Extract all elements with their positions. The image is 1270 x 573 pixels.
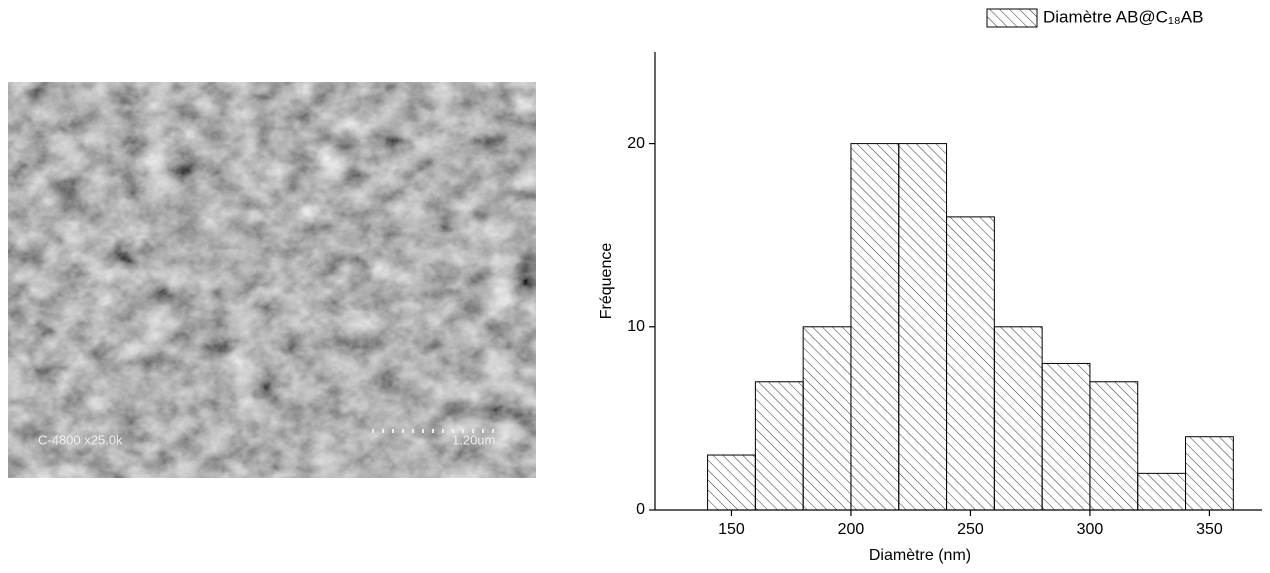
y-axis-title: Fréquence [598,243,615,320]
legend-swatch [986,8,1038,28]
bar [898,143,948,511]
bar [850,143,900,511]
bar [1041,362,1091,511]
bar [1089,381,1139,511]
sem-image: C-4800 x25.0k 1.20um [8,82,536,478]
x-tick-label: 350 [1196,521,1223,538]
scale-bar-label: 1.20um [452,432,495,447]
x-tick-label: 150 [718,521,745,538]
y-tick-label: 20 [627,135,645,152]
x-tick-label: 200 [838,521,865,538]
x-tick-label: 300 [1077,521,1104,538]
bar [1137,472,1187,511]
legend-label: Diamètre AB@C₁₈AB [1043,7,1203,26]
bar [802,326,852,511]
sem-caption: C-4800 x25.0k [38,432,123,447]
x-axis-title: Diamètre (nm) [869,547,971,564]
bar [946,216,995,511]
bar [993,326,1043,511]
bar [707,454,756,511]
x-tick-label: 250 [957,521,984,538]
bar [754,381,804,511]
y-tick-label: 10 [627,318,645,335]
bar [1185,436,1234,511]
y-tick-label: 0 [636,501,645,518]
